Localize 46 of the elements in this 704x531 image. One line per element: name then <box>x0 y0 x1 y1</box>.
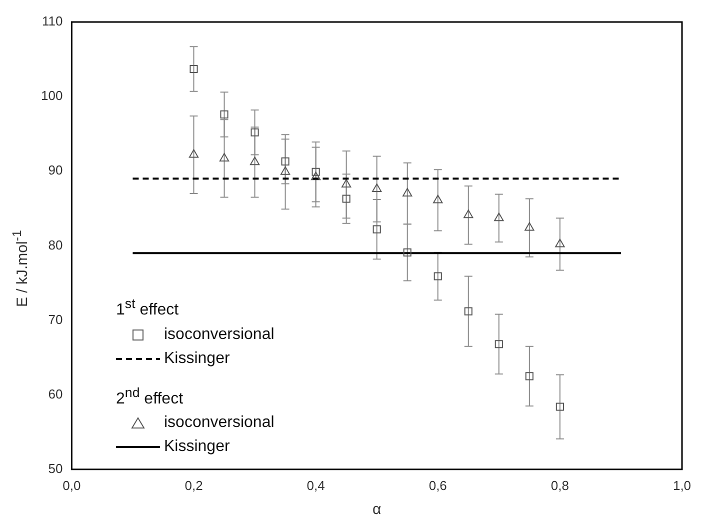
y-tick-label: 100 <box>40 88 63 104</box>
x-tick-label: 0,4 <box>306 478 325 493</box>
point <box>220 110 228 118</box>
point <box>524 222 534 231</box>
point <box>403 248 412 256</box>
y-tick-label: 60 <box>48 386 63 402</box>
point <box>494 340 503 348</box>
x-tick-label: 0,0 <box>62 478 81 493</box>
x-tick-label: 0,6 <box>428 478 447 493</box>
x-axis-title: α <box>372 501 382 518</box>
point <box>434 272 442 280</box>
legend-label: isoconversional <box>164 413 274 433</box>
point <box>280 166 290 175</box>
y-tick-label: 50 <box>48 460 63 476</box>
point <box>556 402 564 411</box>
x-tick-label: 0,2 <box>184 478 203 493</box>
point <box>464 307 472 316</box>
y-tick-label: 110 <box>42 14 63 29</box>
point <box>312 168 320 176</box>
x-tick-label: 1,0 <box>672 478 692 493</box>
point <box>281 157 290 166</box>
point <box>188 149 199 158</box>
point <box>310 172 321 180</box>
point <box>219 152 230 162</box>
point <box>494 212 504 222</box>
y-tick-label: 90 <box>48 162 63 178</box>
point <box>402 188 412 197</box>
legend-label: Kissinger <box>164 348 230 369</box>
point <box>342 194 350 203</box>
y-tick-label: 80 <box>48 237 63 252</box>
legend-label: Kissinger <box>164 437 230 457</box>
point <box>250 156 260 166</box>
y-tick-label: 70 <box>48 312 63 327</box>
x-tick-label: 0,8 <box>550 478 569 493</box>
legend-label: isoconversional <box>164 324 274 345</box>
annotation: 2$^{nd}$ effect <box>116 384 184 409</box>
point <box>555 238 565 248</box>
point <box>464 210 474 218</box>
point <box>342 179 352 188</box>
annotation: 1$^{st}$ effect <box>116 295 180 321</box>
point <box>190 64 198 74</box>
point <box>372 225 381 234</box>
point <box>525 372 534 380</box>
point <box>250 128 259 136</box>
point <box>372 184 382 192</box>
point <box>433 194 443 204</box>
